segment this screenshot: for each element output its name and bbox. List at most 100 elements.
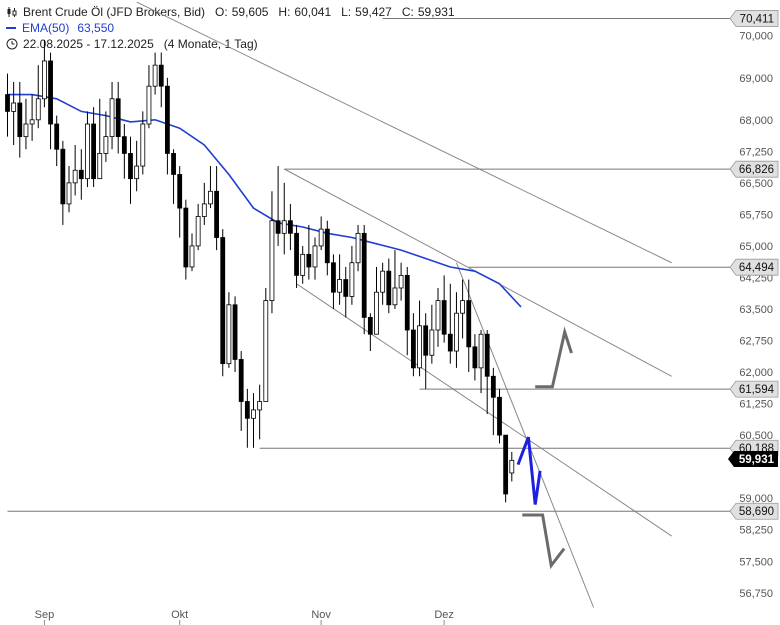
candle-up bbox=[281, 220, 287, 234]
level-label-box bbox=[729, 380, 779, 398]
y-tick-label: 65,000 bbox=[739, 241, 773, 253]
candle-down bbox=[5, 94, 10, 112]
y-tick-label: 67,250 bbox=[739, 146, 773, 158]
candle-up bbox=[312, 245, 318, 268]
candle-up bbox=[66, 182, 72, 205]
level-label-text: 64,494 bbox=[739, 262, 775, 274]
y-tick-label: 57,500 bbox=[739, 556, 773, 568]
candle-up bbox=[140, 123, 146, 167]
candle-down bbox=[410, 329, 416, 369]
candle-down bbox=[158, 64, 164, 87]
trendline bbox=[296, 283, 672, 537]
candle-up bbox=[392, 287, 398, 306]
candle-up bbox=[478, 333, 484, 369]
level-label-box bbox=[729, 160, 779, 178]
close-value: 59,931 bbox=[417, 5, 455, 19]
candle-down bbox=[294, 232, 299, 276]
candle-down bbox=[404, 274, 410, 331]
candle-down bbox=[472, 346, 478, 369]
y-tick-label: 65,750 bbox=[739, 209, 773, 221]
high-label: H: bbox=[278, 5, 291, 19]
candle-up bbox=[251, 409, 256, 419]
candle-up bbox=[349, 262, 355, 297]
candle-up bbox=[257, 401, 263, 411]
candle-down bbox=[91, 123, 96, 180]
candle-up bbox=[429, 329, 435, 356]
range-info: (4 Monate, 1 Tag) bbox=[163, 37, 258, 51]
close-label: C: bbox=[401, 5, 414, 19]
candle-down bbox=[324, 228, 330, 264]
candle-down bbox=[220, 237, 226, 365]
legend-range-row: 22.08.2025 - 17.12.2025 (4 Monate, 1 Tag… bbox=[6, 36, 455, 52]
candle-down bbox=[503, 434, 509, 495]
candle-down bbox=[48, 60, 53, 125]
candle-up bbox=[380, 270, 386, 293]
candle-up bbox=[355, 232, 361, 264]
open-value: 59,605 bbox=[231, 5, 269, 19]
candle-up bbox=[454, 312, 459, 352]
candle-up bbox=[226, 304, 232, 365]
candle-down bbox=[232, 304, 238, 360]
low-label: L: bbox=[341, 5, 352, 19]
candle-up bbox=[337, 279, 343, 293]
candle-down bbox=[331, 262, 336, 293]
instrument-name: Brent Crude Öl (JFD Brokers, Bid) bbox=[23, 5, 206, 19]
trendline bbox=[136, 1, 672, 264]
candle-down bbox=[367, 317, 373, 335]
ema-name: EMA(50) bbox=[22, 21, 70, 35]
candles-layer bbox=[5, 39, 515, 503]
candle-down bbox=[490, 375, 496, 398]
x-axis: Sep Okt Nov Dez bbox=[35, 609, 454, 625]
projection-path-gray-up bbox=[535, 326, 573, 389]
candle-up bbox=[189, 245, 195, 268]
candle-up bbox=[146, 85, 152, 125]
chart-legend: Brent Crude Öl (JFD Brokers, Bid) O: 59,… bbox=[6, 4, 455, 52]
candle-up bbox=[152, 64, 158, 87]
level-label-box bbox=[729, 502, 779, 520]
candle-down bbox=[466, 300, 472, 348]
candle-down bbox=[78, 169, 84, 180]
candle-down bbox=[497, 396, 502, 436]
candle-down bbox=[183, 207, 189, 268]
y-tick-label: 70,000 bbox=[739, 31, 773, 43]
legend-ohlc-row: Brent Crude Öl (JFD Brokers, Bid) O: 59,… bbox=[6, 4, 455, 20]
level-label-text: 61,594 bbox=[739, 384, 775, 396]
candle-down bbox=[287, 220, 293, 234]
candle-up bbox=[134, 165, 140, 180]
candle-up bbox=[42, 60, 47, 100]
candle-down bbox=[128, 153, 133, 180]
candle-up bbox=[208, 190, 213, 205]
candle-down bbox=[17, 102, 23, 138]
last-price-text: 59,931 bbox=[739, 454, 775, 466]
candle-down bbox=[306, 253, 312, 268]
candle-down bbox=[177, 174, 183, 209]
y-tick-label: 60,500 bbox=[739, 430, 773, 442]
candle-down bbox=[164, 85, 170, 154]
projection-path-blue bbox=[516, 436, 542, 505]
candle-down bbox=[60, 148, 66, 205]
x-tick-label: Dez bbox=[434, 609, 454, 621]
y-tick-label: 61,250 bbox=[739, 399, 773, 411]
candle-up bbox=[29, 119, 35, 125]
candle-up bbox=[269, 220, 275, 301]
level-labels-layer: 70,41166,82664,49461,59460,18858,69059,9… bbox=[728, 10, 779, 520]
candle-up bbox=[11, 102, 17, 112]
open-label: O: bbox=[215, 5, 228, 19]
candle-down bbox=[54, 123, 60, 150]
high-value: 60,041 bbox=[294, 5, 332, 19]
candle-up bbox=[109, 98, 115, 138]
trendlines-layer bbox=[136, 1, 672, 608]
candle-down bbox=[121, 136, 127, 154]
candle-up bbox=[23, 123, 29, 138]
candle-down bbox=[238, 359, 244, 402]
level-label-box bbox=[729, 10, 779, 27]
y-tick-label: 68,000 bbox=[739, 115, 773, 127]
candle-down bbox=[361, 232, 367, 318]
candle-up bbox=[201, 203, 207, 217]
projections-layer bbox=[516, 326, 573, 570]
candle-down bbox=[244, 401, 250, 419]
x-tick-label: Okt bbox=[171, 609, 188, 621]
low-value: 59,427 bbox=[355, 5, 392, 19]
candle-up bbox=[35, 98, 41, 121]
